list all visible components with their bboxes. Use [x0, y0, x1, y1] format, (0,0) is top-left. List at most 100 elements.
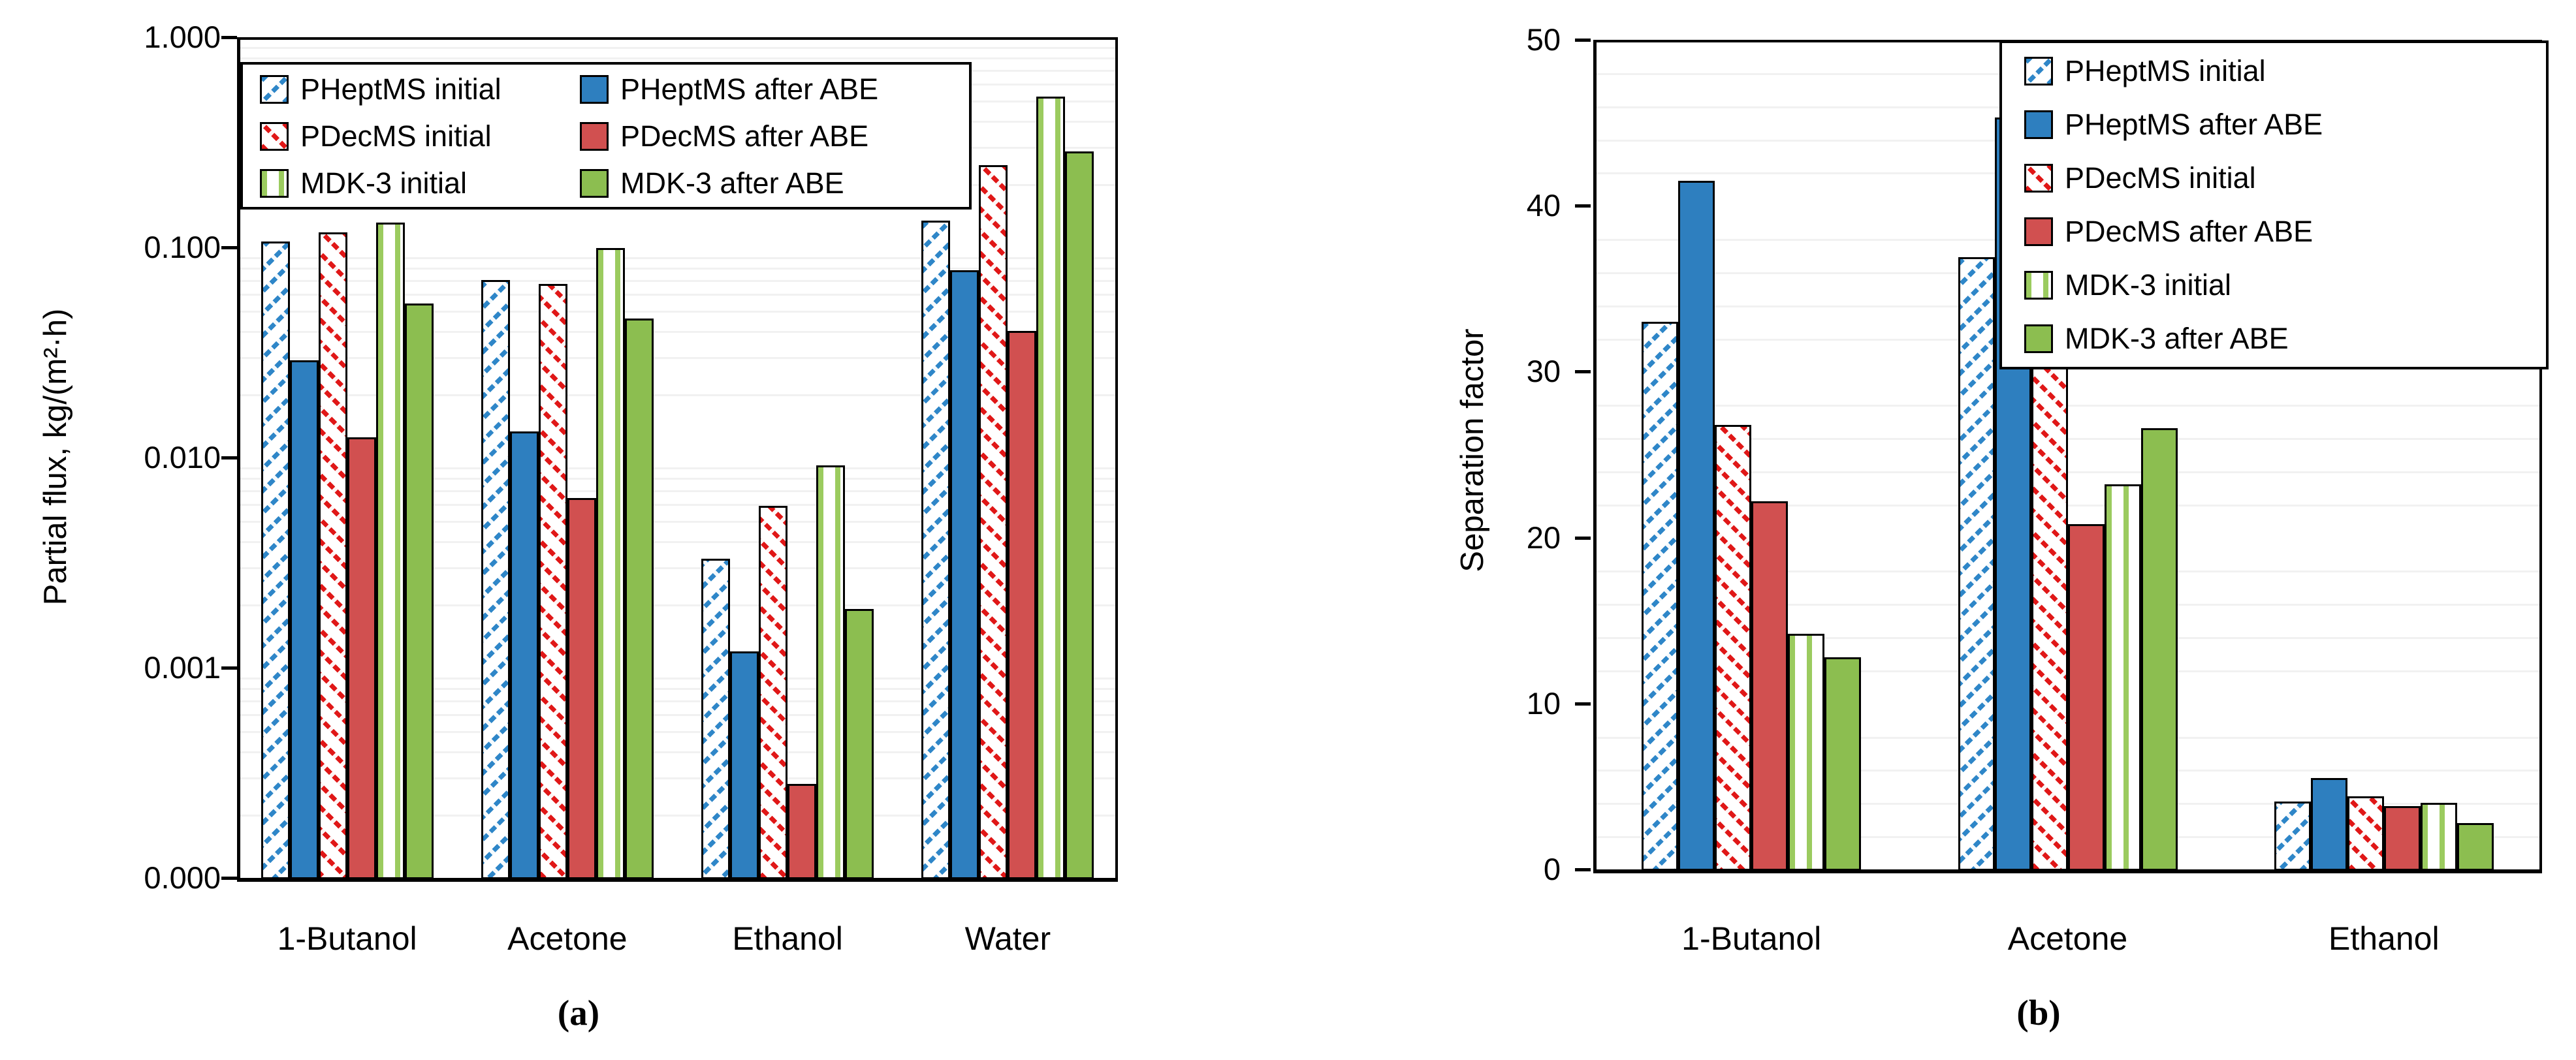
category-label: Ethanol — [732, 920, 843, 957]
legend-label: PDecMS after ABE — [2065, 215, 2314, 248]
category-label: 1-Butanol — [1681, 920, 1822, 957]
bar-b-pdecms-after-abe-acetone — [2067, 524, 2105, 871]
legend-label: MDK-3 initial — [2065, 268, 2232, 302]
caption-a: (a) — [557, 993, 600, 1033]
bar-a-mdk-3-after-abe-water — [1065, 151, 1094, 879]
y-axis-title-a: Partial flux, kg/(m²·h) — [38, 308, 73, 606]
minor-gridline — [240, 520, 1115, 523]
minor-gridline — [240, 467, 1115, 469]
legend-label: PHeptMS initial — [2065, 54, 2266, 87]
bar-b-pheptms-initial-1-butanol — [1642, 322, 1679, 871]
bar-a-pdecms-after-abe-ethanol — [787, 784, 817, 879]
legend-label: PHeptMS after ABE — [2065, 108, 2323, 141]
legend-swatch-green-stripe — [2024, 271, 2053, 300]
bar-b-pdecms-initial-acetone — [2031, 338, 2068, 871]
category-label: Water — [964, 920, 1051, 957]
y-axis-tick — [221, 246, 237, 249]
legend-label: MDK-3 after ABE — [620, 166, 844, 200]
y-axis-tick-label: 0.100 — [144, 230, 221, 264]
legend-swatch-red-hatch — [260, 122, 289, 151]
caption-b: (b) — [2016, 993, 2061, 1033]
legend-label: PDecMS initial — [2065, 161, 2256, 195]
legend-swatch-green — [580, 169, 609, 198]
bar-a-pheptms-initial-ethanol — [701, 559, 731, 879]
y-axis-tick-label: 0 — [1543, 852, 1561, 886]
bar-b-mdk-3-initial-acetone — [2104, 484, 2141, 871]
minor-gridline — [240, 730, 1115, 733]
bar-b-pdecms-after-abe-1-butanol — [1751, 501, 1789, 871]
legend-swatch-blue-hatch — [260, 75, 289, 104]
y-axis-tick — [221, 456, 237, 460]
bar-a-pdecms-after-abe-water — [1008, 331, 1037, 879]
y-axis-tick-label: 0.010 — [144, 440, 221, 475]
legend-label: PDecMS initial — [300, 119, 492, 153]
category-label: Acetone — [507, 920, 628, 957]
bar-a-pdecms-initial-water — [979, 165, 1008, 879]
legend-b — [1999, 40, 2549, 369]
minor-gridline — [240, 294, 1115, 296]
legend-label: PDecMS after ABE — [620, 119, 869, 153]
bar-a-pheptms-after-abe-acetone — [509, 431, 539, 879]
y-axis-tick — [221, 36, 237, 39]
bar-a-pdecms-initial-ethanol — [759, 505, 788, 879]
minor-gridline — [1597, 438, 2539, 441]
minor-gridline — [240, 504, 1115, 507]
legend-label: MDK-3 initial — [300, 166, 468, 200]
bar-a-pdecms-after-abe-acetone — [567, 498, 596, 879]
bar-a-pheptms-after-abe-1-butanol — [289, 360, 319, 879]
y-axis-tick — [221, 877, 237, 880]
y-axis-tick-label: 20 — [1526, 520, 1561, 555]
legend-swatch-blue — [580, 75, 609, 104]
minor-gridline — [1597, 405, 2539, 407]
bar-a-pheptms-initial-acetone — [481, 279, 510, 879]
legend-swatch-red — [580, 122, 609, 151]
minor-gridline — [240, 394, 1115, 397]
bar-b-pheptms-after-abe-ethanol — [2310, 778, 2347, 871]
legend-swatch-green-stripe — [260, 169, 289, 198]
bar-b-pdecms-after-abe-ethanol — [2383, 806, 2421, 871]
bar-a-mdk-3-after-abe-1-butanol — [404, 304, 434, 879]
minor-gridline — [240, 777, 1115, 780]
minor-gridline — [240, 490, 1115, 492]
y-axis-tick-label: 0.001 — [144, 650, 221, 685]
y-axis-tick-label: 50 — [1526, 22, 1561, 57]
bar-b-pdecms-initial-1-butanol — [1715, 424, 1752, 871]
minor-gridline — [1597, 471, 2539, 473]
bar-b-pheptms-initial-acetone — [1958, 257, 1995, 871]
minor-gridline — [240, 567, 1115, 570]
bar-a-mdk-3-initial-1-butanol — [375, 223, 405, 879]
y-axis-tick-label: 10 — [1526, 685, 1561, 721]
legend-swatch-green — [2024, 324, 2053, 353]
bar-a-pheptms-initial-1-butanol — [261, 241, 290, 879]
y-axis-tick — [1575, 204, 1591, 208]
legend-label: PHeptMS after ABE — [620, 72, 879, 106]
bar-a-mdk-3-after-abe-acetone — [624, 318, 654, 879]
bar-b-mdk-3-initial-ethanol — [2420, 803, 2457, 871]
legend-swatch-red-hatch — [2024, 164, 2053, 193]
minor-gridline — [240, 357, 1115, 360]
minor-gridline — [240, 46, 1115, 49]
minor-gridline — [240, 604, 1115, 607]
minor-gridline — [240, 57, 1115, 60]
legend-swatch-red — [2024, 217, 2053, 246]
y-axis-tick — [221, 666, 237, 670]
y-axis-tick — [1575, 702, 1591, 706]
bar-b-mdk-3-after-abe-acetone — [2140, 428, 2178, 871]
bar-b-mdk-3-after-abe-ethanol — [2457, 822, 2494, 871]
minor-gridline — [1597, 504, 2539, 507]
y-axis-tick — [1575, 536, 1591, 540]
bar-b-pheptms-after-abe-1-butanol — [1678, 181, 1715, 871]
minor-gridline — [240, 478, 1115, 480]
y-axis-tick-label: 40 — [1526, 188, 1561, 223]
minor-gridline — [240, 714, 1115, 717]
bar-a-pheptms-after-abe-ethanol — [730, 651, 759, 879]
minor-gridline — [240, 257, 1115, 259]
y-axis-tick-label: 0.000 — [144, 860, 221, 895]
bar-b-mdk-3-after-abe-1-butanol — [1824, 657, 1862, 871]
legend-swatch-blue — [2024, 110, 2053, 139]
minor-gridline — [240, 751, 1115, 754]
minor-gridline — [240, 268, 1115, 270]
legend-label: MDK-3 after ABE — [2065, 322, 2289, 355]
bar-a-mdk-3-initial-acetone — [596, 248, 625, 879]
y-axis-tick — [1575, 370, 1591, 374]
